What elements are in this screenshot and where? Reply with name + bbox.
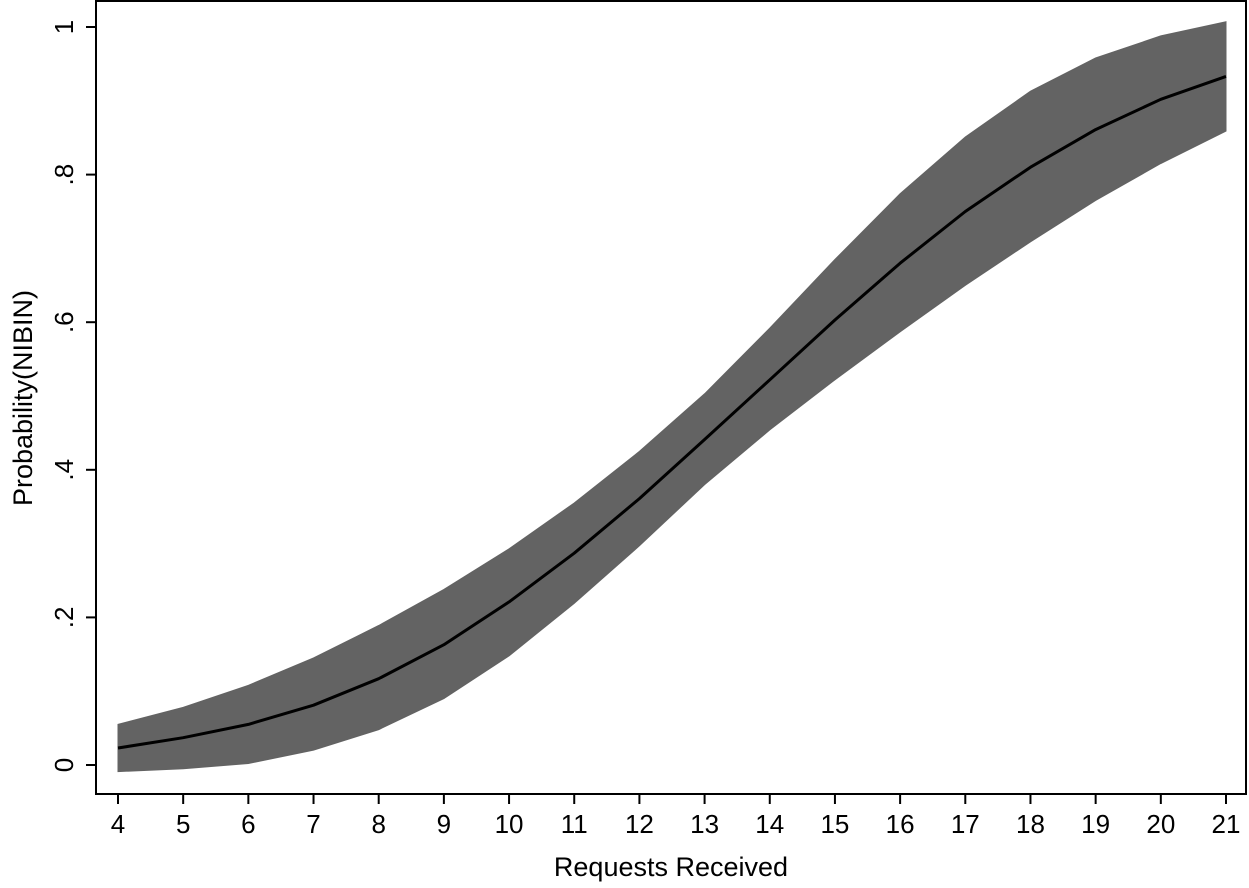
x-tick-label: 4 <box>111 809 125 839</box>
prediction-line <box>117 74 1227 750</box>
x-tick-label: 8 <box>371 809 385 839</box>
y-tick-label: .8 <box>49 164 79 186</box>
y-tick-label: 1 <box>49 20 79 34</box>
x-tick-label: 7 <box>306 809 320 839</box>
y-tick-label: .4 <box>49 459 79 481</box>
x-tick-label: 10 <box>495 809 524 839</box>
y-tick-label: .6 <box>49 311 79 333</box>
x-tick-label: 20 <box>1146 809 1175 839</box>
y-tick-label: 0 <box>49 758 79 772</box>
x-tick-label: 12 <box>625 809 654 839</box>
x-axis: 4 5 6 7 8 9 10 11 12 13 14 15 16 17 18 19 20 21 <box>111 794 1241 839</box>
x-tick-label: 15 <box>820 809 849 839</box>
y-axis-title: Probability(NIBIN) <box>8 290 38 506</box>
x-tick-label: 16 <box>886 809 915 839</box>
y-axis: 0 .2 .4 .6 .8 1 <box>49 20 96 772</box>
x-tick-label: 9 <box>437 809 451 839</box>
plot-frame <box>95 0 1247 795</box>
x-tick-label: 17 <box>951 809 980 839</box>
x-axis-title: Requests Received <box>554 852 788 882</box>
x-tick-label: 6 <box>241 809 255 839</box>
prediction-line-layer <box>117 74 1227 750</box>
x-tick-label: 21 <box>1212 809 1241 839</box>
confidence-band <box>117 21 1227 773</box>
x-tick-label: 19 <box>1081 809 1110 839</box>
x-tick-label: 5 <box>176 809 190 839</box>
x-tick-label: 11 <box>561 809 588 839</box>
y-tick-label: .2 <box>49 607 79 629</box>
x-tick-label: 13 <box>690 809 719 839</box>
x-tick-label: 18 <box>1016 809 1045 839</box>
confidence-band-layer <box>117 21 1227 773</box>
x-tick-label: 14 <box>755 809 784 839</box>
